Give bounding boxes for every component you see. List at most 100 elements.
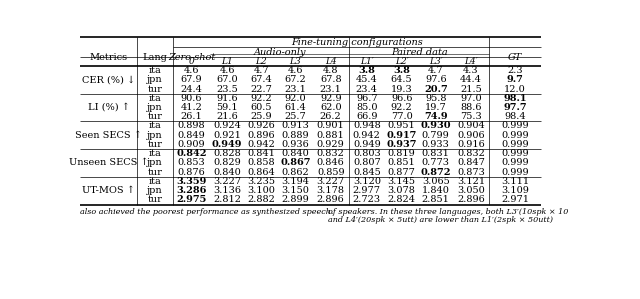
Text: 66.9: 66.9 (356, 112, 378, 121)
Text: 2.812: 2.812 (213, 195, 241, 205)
Text: 0.831: 0.831 (422, 149, 450, 158)
Text: 0.933: 0.933 (422, 140, 450, 149)
Text: 2.896: 2.896 (317, 195, 344, 205)
Text: 3.065: 3.065 (422, 177, 450, 186)
Text: 0.832: 0.832 (317, 149, 345, 158)
Text: 3.178: 3.178 (317, 186, 345, 195)
Text: 0.841: 0.841 (248, 149, 275, 158)
Text: 23.1: 23.1 (285, 85, 307, 94)
Text: L1: L1 (221, 57, 233, 66)
Text: 0.864: 0.864 (248, 168, 275, 177)
Text: 4.6: 4.6 (184, 66, 199, 75)
Text: of speakers. In these three languages, both L3′(10spk × 10: of speakers. In these three languages, b… (328, 208, 568, 216)
Text: 3.235: 3.235 (247, 177, 275, 186)
Text: 0.862: 0.862 (282, 168, 309, 177)
Text: ita: ita (149, 149, 161, 158)
Text: 3.8: 3.8 (393, 66, 410, 75)
Text: 0.906: 0.906 (457, 131, 485, 140)
Text: 67.8: 67.8 (320, 75, 342, 84)
Text: 0.840: 0.840 (282, 149, 309, 158)
Text: 4.7: 4.7 (428, 66, 444, 75)
Text: 0.913: 0.913 (282, 121, 309, 130)
Text: 44.4: 44.4 (460, 75, 482, 84)
Text: 0.829: 0.829 (213, 158, 241, 167)
Text: 0.840: 0.840 (213, 168, 241, 177)
Text: 92.9: 92.9 (320, 94, 342, 103)
Text: 3.078: 3.078 (388, 186, 415, 195)
Text: 98.1: 98.1 (504, 94, 527, 103)
Text: 0.949: 0.949 (353, 140, 381, 149)
Text: tur: tur (148, 168, 163, 177)
Text: 3.136: 3.136 (213, 186, 241, 195)
Text: 97.0: 97.0 (460, 94, 482, 103)
Text: jpn: jpn (147, 103, 163, 112)
Text: 21.6: 21.6 (216, 112, 238, 121)
Text: 85.0: 85.0 (356, 103, 378, 112)
Text: 3.8: 3.8 (358, 66, 375, 75)
Text: 12.0: 12.0 (504, 85, 526, 94)
Text: L4: L4 (325, 57, 337, 66)
Text: 75.3: 75.3 (460, 112, 482, 121)
Text: 19.3: 19.3 (391, 85, 413, 94)
Text: 3.359: 3.359 (177, 177, 207, 186)
Text: 92.2: 92.2 (250, 94, 272, 103)
Text: Lang: Lang (143, 53, 168, 62)
Text: 0.889: 0.889 (282, 131, 309, 140)
Text: 3.286: 3.286 (177, 186, 207, 195)
Text: tur: tur (148, 140, 163, 149)
Text: 0.909: 0.909 (178, 140, 205, 149)
Text: 67.0: 67.0 (216, 75, 238, 84)
Text: 9.7: 9.7 (507, 75, 524, 84)
Text: 2.975: 2.975 (177, 195, 207, 205)
Text: 97.7: 97.7 (503, 103, 527, 112)
Text: 0.847: 0.847 (457, 158, 485, 167)
Text: ita: ita (149, 94, 161, 103)
Text: jpn: jpn (147, 158, 163, 167)
Text: 98.4: 98.4 (504, 112, 526, 121)
Text: 2.896: 2.896 (457, 195, 485, 205)
Text: 26.2: 26.2 (320, 112, 342, 121)
Text: 91.6: 91.6 (216, 94, 238, 103)
Text: 0.999: 0.999 (501, 168, 529, 177)
Text: 0.949: 0.949 (212, 140, 243, 149)
Text: 90.6: 90.6 (181, 94, 202, 103)
Text: 2.824: 2.824 (388, 195, 415, 205)
Text: 0.999: 0.999 (501, 140, 529, 149)
Text: 67.4: 67.4 (250, 75, 272, 84)
Text: 41.2: 41.2 (180, 103, 202, 112)
Text: 0.799: 0.799 (422, 131, 450, 140)
Text: 0.921: 0.921 (213, 131, 241, 140)
Text: also achieved the poorest performance as synthesized speech.: also achieved the poorest performance as… (80, 208, 333, 216)
Text: ita: ita (149, 121, 161, 130)
Text: 64.5: 64.5 (391, 75, 412, 84)
Text: 3.111: 3.111 (501, 177, 529, 186)
Text: 0.924: 0.924 (213, 121, 241, 130)
Text: Zero-shot: Zero-shot (168, 53, 215, 62)
Text: tur: tur (148, 112, 163, 121)
Text: GT: GT (508, 53, 522, 62)
Text: 3.150: 3.150 (282, 186, 309, 195)
Text: 19.7: 19.7 (425, 103, 447, 112)
Text: L3′: L3′ (429, 57, 443, 66)
Text: 0.845: 0.845 (353, 168, 381, 177)
Text: 0.877: 0.877 (388, 168, 415, 177)
Text: 0.999: 0.999 (501, 131, 529, 140)
Text: 60.5: 60.5 (251, 103, 272, 112)
Text: 2.723: 2.723 (353, 195, 381, 205)
Text: tur: tur (148, 85, 163, 94)
Text: 3.121: 3.121 (457, 177, 485, 186)
Text: 0.803: 0.803 (353, 149, 381, 158)
Text: 0.807: 0.807 (353, 158, 381, 167)
Text: 0.951: 0.951 (388, 121, 415, 130)
Text: 95.8: 95.8 (425, 94, 447, 103)
Text: 0: 0 (189, 57, 195, 66)
Text: 2.3: 2.3 (508, 66, 523, 75)
Text: 3.109: 3.109 (501, 186, 529, 195)
Text: UT-MOS ↑: UT-MOS ↑ (82, 186, 135, 195)
Text: 3.145: 3.145 (388, 177, 415, 186)
Text: 45.4: 45.4 (356, 75, 378, 84)
Text: ita: ita (149, 66, 161, 75)
Text: 0.872: 0.872 (420, 168, 451, 177)
Text: Metrics: Metrics (90, 53, 128, 62)
Text: L1′: L1′ (360, 57, 374, 66)
